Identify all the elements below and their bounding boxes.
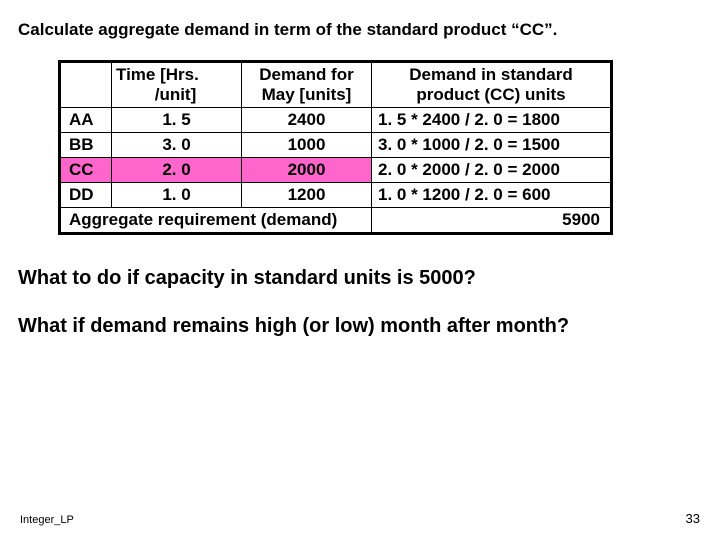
header-standard: Demand in standard product (CC) units [372, 62, 612, 108]
cell-std: 3. 0 * 1000 / 2. 0 = 1500 [372, 133, 612, 158]
demand-table: Time [Hrs. /unit] Demand for May [units]… [58, 60, 613, 235]
header-time-line1: Time [Hrs. [116, 65, 199, 84]
header-demand-line2: May [units] [262, 85, 352, 104]
cell-time: 2. 0 [112, 158, 242, 183]
cell-std: 1. 5 * 2400 / 2. 0 = 1800 [372, 108, 612, 133]
header-demand-line1: Demand for [259, 65, 353, 84]
aggregate-label: Aggregate requirement (demand) [60, 208, 372, 234]
footer-right: 33 [686, 511, 700, 526]
table-row: CC 2. 0 2000 2. 0 * 2000 / 2. 0 = 2000 [60, 158, 612, 183]
cell-prod: BB [60, 133, 112, 158]
header-product [60, 62, 112, 108]
cell-prod: AA [60, 108, 112, 133]
footer-left: Integer_LP [20, 514, 74, 526]
cell-demand: 2000 [242, 158, 372, 183]
cell-prod: CC [60, 158, 112, 183]
page-title: Calculate aggregate demand in term of th… [18, 20, 702, 40]
table-aggregate-row: Aggregate requirement (demand) 5900 [60, 208, 612, 234]
cell-time: 1. 5 [112, 108, 242, 133]
cell-std: 1. 0 * 1200 / 2. 0 = 600 [372, 183, 612, 208]
header-std-line2: product (CC) units [416, 85, 565, 104]
table-row: DD 1. 0 1200 1. 0 * 1200 / 2. 0 = 600 [60, 183, 612, 208]
header-std-line1: Demand in standard [409, 65, 572, 84]
cell-time: 3. 0 [112, 133, 242, 158]
header-time-line2: /unit] [116, 85, 235, 105]
header-demand: Demand for May [units] [242, 62, 372, 108]
cell-demand: 2400 [242, 108, 372, 133]
cell-time: 1. 0 [112, 183, 242, 208]
question-2: What if demand remains high (or low) mon… [18, 313, 702, 339]
table-row: AA 1. 5 2400 1. 5 * 2400 / 2. 0 = 1800 [60, 108, 612, 133]
cell-demand: 1000 [242, 133, 372, 158]
cell-demand: 1200 [242, 183, 372, 208]
table-row: BB 3. 0 1000 3. 0 * 1000 / 2. 0 = 1500 [60, 133, 612, 158]
table-header-row: Time [Hrs. /unit] Demand for May [units]… [60, 62, 612, 108]
cell-prod: DD [60, 183, 112, 208]
demand-table-wrap: Time [Hrs. /unit] Demand for May [units]… [58, 60, 702, 235]
header-time: Time [Hrs. /unit] [112, 62, 242, 108]
cell-std: 2. 0 * 2000 / 2. 0 = 2000 [372, 158, 612, 183]
aggregate-value: 5900 [372, 208, 612, 234]
question-1: What to do if capacity in standard units… [18, 265, 702, 291]
